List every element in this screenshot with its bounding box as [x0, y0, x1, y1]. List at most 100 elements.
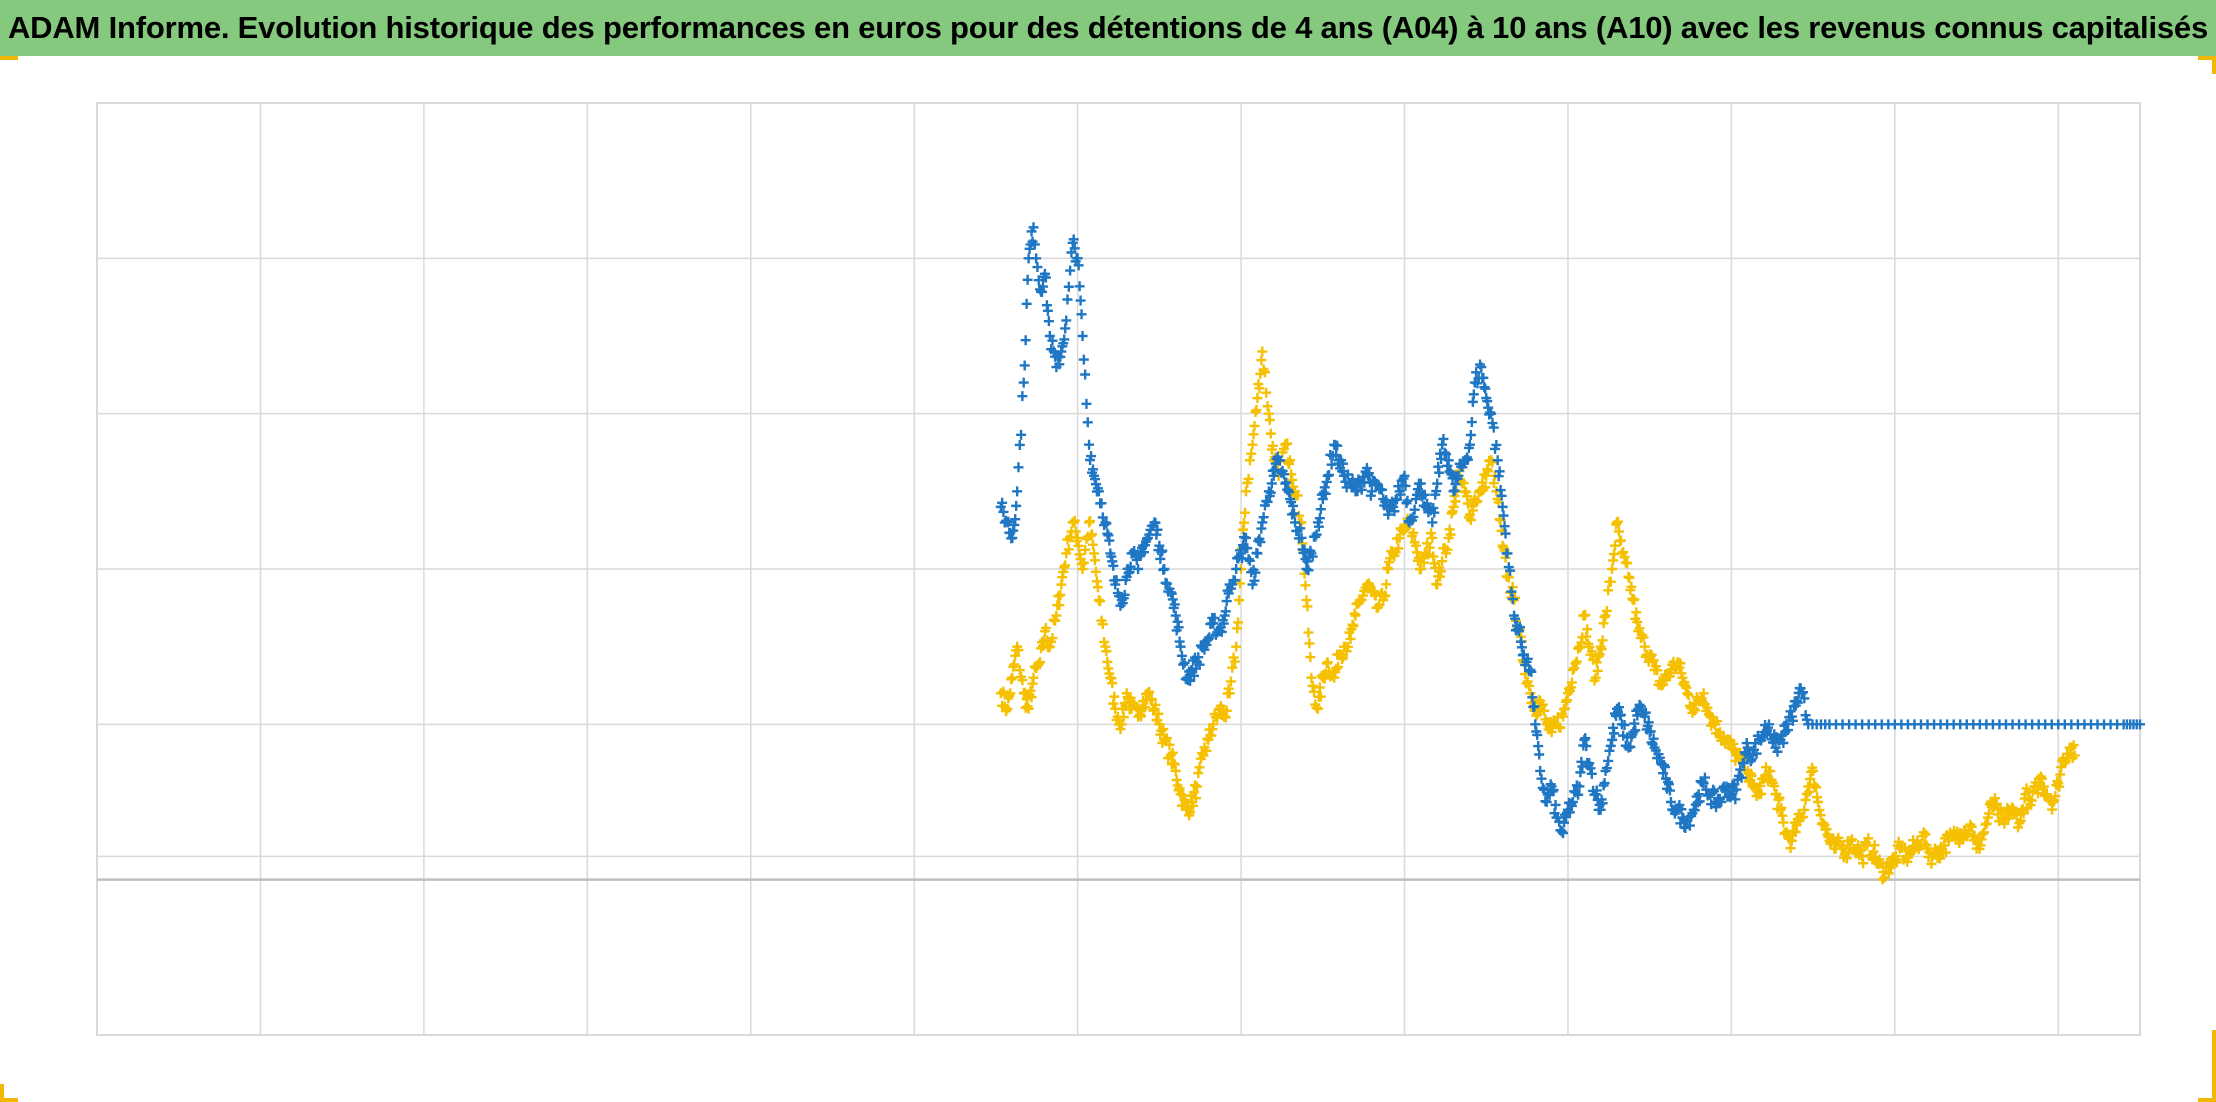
- point-A04-408: [1441, 449, 1452, 460]
- point-A10-985: [2069, 750, 2080, 761]
- point-A04-67: [1069, 243, 1080, 254]
- point-A10-689: [1746, 770, 1757, 781]
- point-A04-167: [1178, 659, 1189, 670]
- point-A10-581: [1629, 594, 1640, 605]
- point-A10-955: [2036, 773, 2047, 784]
- point-A10-557: [1603, 585, 1614, 596]
- point-A10-525: [1567, 664, 1578, 675]
- point-A10-889: [1965, 819, 1976, 830]
- point-A04-556: [1601, 763, 1612, 774]
- point-A04-428: [1462, 454, 1473, 465]
- point-A04-562: [1609, 728, 1620, 739]
- point-A04-215: [1231, 564, 1242, 574]
- point-A04-529: [1573, 789, 1584, 800]
- point-A10-207: [1221, 705, 1232, 716]
- point-A10-224: [1240, 507, 1250, 518]
- point-A04-225: [1240, 532, 1251, 543]
- point-A04-461: [1498, 510, 1509, 521]
- point-A10-737: [1799, 804, 1810, 815]
- point-A04-248: [1266, 478, 1277, 489]
- point-A10-141: [1150, 699, 1161, 710]
- point-A10-599: [1648, 655, 1659, 666]
- point-A10-589: [1638, 632, 1649, 643]
- point-A04-119: [1125, 561, 1136, 572]
- frame-edge-right: [2212, 1030, 2216, 1102]
- point-A04-389: [1419, 489, 1430, 500]
- point-A04-451: [1487, 418, 1498, 429]
- point-A04-463: [1500, 528, 1511, 539]
- point-A10-801: [1869, 840, 1880, 851]
- point-A04-16: [1013, 462, 1024, 473]
- point-A04-459: [1496, 490, 1507, 501]
- point-A04-226: [1242, 543, 1253, 554]
- point-A10-738: [1800, 794, 1811, 805]
- point-A04-675: [1731, 784, 1742, 795]
- point-A10-89: [1092, 582, 1103, 593]
- point-A04-718: [1778, 738, 1789, 749]
- point-A10-590: [1639, 641, 1650, 652]
- point-A10-781: [1847, 834, 1858, 845]
- point-A10-272: [1292, 490, 1303, 501]
- point-A10-228: [1244, 455, 1255, 466]
- point-A10-433: [1467, 505, 1478, 516]
- point-A10-405: [1437, 556, 1448, 567]
- point-A10-287: [1308, 686, 1319, 697]
- frame-corner-bottom-left-vertical: [0, 1084, 4, 1102]
- point-A04-404: [1436, 453, 1447, 464]
- point-A10-527: [1570, 658, 1581, 669]
- point-A10-249: [1267, 440, 1278, 451]
- point-A10-136: [1144, 686, 1155, 697]
- series-A10: [995, 346, 2080, 885]
- point-A10-45: [1044, 641, 1055, 652]
- point-A04-143: [1152, 524, 1163, 535]
- point-A10-230: [1247, 439, 1258, 450]
- point-A04-455: [1492, 455, 1503, 466]
- point-A10-71: [1073, 540, 1084, 551]
- point-A04-467: [1505, 565, 1516, 576]
- point-A10-62: [1063, 544, 1074, 555]
- point-A04-166: [1176, 650, 1187, 661]
- point-A10-645: [1698, 688, 1709, 699]
- point-A04-554: [1599, 778, 1610, 789]
- point-A04-214: [1229, 575, 1240, 586]
- frame-corner-top-right: [2198, 56, 2216, 60]
- point-A04-66: [1068, 234, 1079, 245]
- series-A04: [995, 222, 2145, 839]
- point-A10-768: [1833, 832, 1844, 843]
- point-A04-228: [1244, 555, 1255, 566]
- point-A10-938: [2018, 808, 2029, 819]
- point-A10-152: [1161, 733, 1172, 744]
- frame-corner-bottom-right: [2198, 1098, 2216, 1102]
- point-A10-524: [1566, 677, 1577, 688]
- point-A04-400: [1432, 478, 1443, 489]
- point-A10-49: [1050, 615, 1061, 626]
- point-A10-181: [1193, 768, 1204, 779]
- point-A04-693: [1751, 748, 1762, 759]
- point-A10-281: [1302, 601, 1313, 612]
- point-A04-559: [1605, 740, 1616, 751]
- point-A04-349: [1376, 484, 1387, 495]
- point-A10-673: [1729, 743, 1740, 754]
- point-A04-409: [1442, 460, 1453, 471]
- point-A04-550: [1595, 804, 1606, 815]
- point-A10-307: [1331, 663, 1342, 674]
- point-A04-537: [1581, 741, 1592, 752]
- point-A04-577: [1625, 741, 1636, 752]
- point-A04-654: [1709, 786, 1720, 797]
- point-A04-522: [1564, 807, 1575, 818]
- point-A10-648: [1702, 702, 1713, 713]
- point-A10-571: [1618, 547, 1629, 558]
- point-A10-104: [1109, 691, 1120, 702]
- point-A10-559: [1605, 576, 1616, 587]
- point-A10-546: [1591, 657, 1602, 668]
- point-A10-93: [1097, 619, 1108, 630]
- point-A10-724: [1785, 843, 1796, 854]
- point-A04-196: [1209, 612, 1220, 623]
- point-A04-233: [1250, 567, 1261, 578]
- point-A10-17: [1014, 665, 1025, 676]
- point-A10-320: [1345, 633, 1356, 644]
- point-A10-631: [1683, 690, 1694, 701]
- point-A10-239: [1256, 355, 1267, 366]
- point-A04-444: [1480, 383, 1491, 394]
